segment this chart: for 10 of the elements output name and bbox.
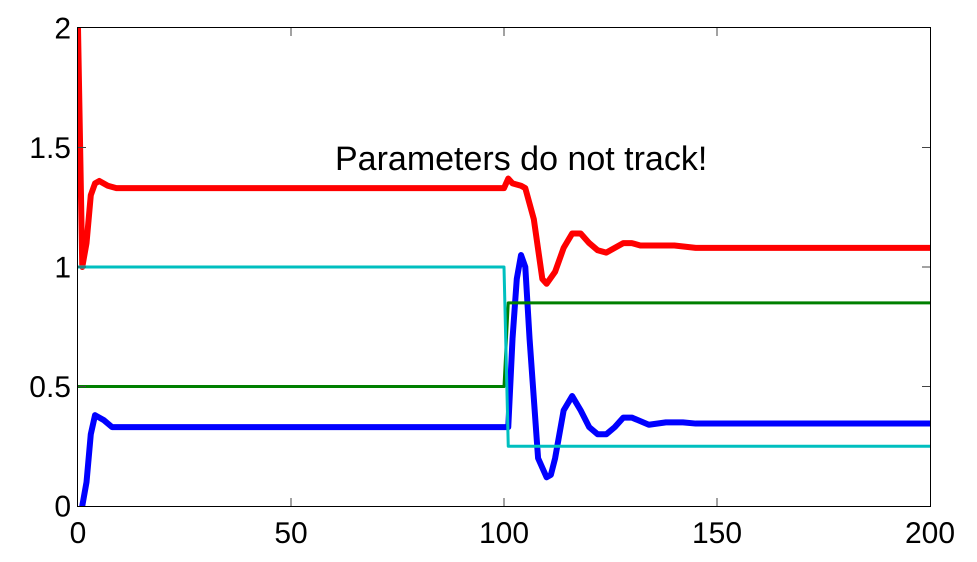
x-tick-label: 50 [274,517,308,550]
x-tick-label: 150 [692,517,742,550]
annotation: Parameters do not track! [335,140,708,178]
x-tick-label: 200 [904,517,956,550]
y-tick-label: 1.5 [29,132,71,165]
y-tick-label: 1 [54,252,71,284]
x-tick-label: 100 [478,517,530,550]
y-tick-label: 0.5 [29,371,71,404]
y-tick-label: 0 [54,490,71,524]
y-tick-label: 2 [54,12,71,46]
